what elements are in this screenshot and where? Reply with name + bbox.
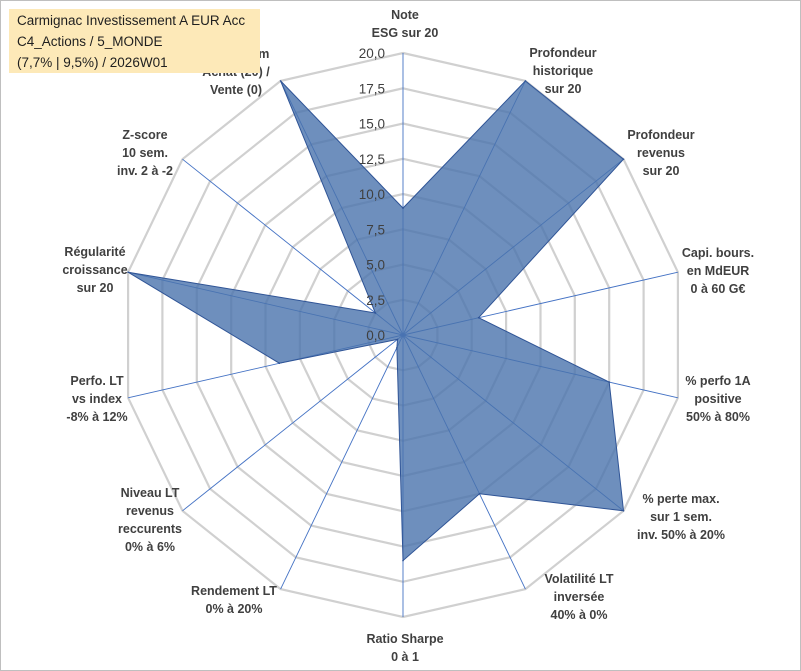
axis-label-6-line-0: Volatilité LT <box>545 572 614 586</box>
axis-label-8-line-0: Rendement LT <box>191 584 277 598</box>
data-point-2 <box>622 158 625 160</box>
axis-label-12-line-2: inv. 2 à -2 <box>117 164 173 178</box>
axis-label-1: Profondeur historique sur 20 <box>529 46 596 96</box>
axis-label-9-line-2: reccurents <box>118 522 182 536</box>
axis-label-6-line-2: 40% à 0% <box>551 608 608 622</box>
axis-label-5-line-2: inv. 50% à 20% <box>637 528 725 542</box>
chart-title-category: C4_Actions / 5_MONDE <box>17 34 163 49</box>
axis-label-9-line-0: Niveau LT <box>121 486 180 500</box>
axis-label-11-line-2: sur 20 <box>77 281 114 295</box>
chart-title-fund: Carmignac Investissement A EUR Acc <box>17 13 246 28</box>
axis-label-10-line-2: -8% à 12% <box>66 410 127 424</box>
axis-label-1-line-0: Profondeur <box>529 46 596 60</box>
axis-label-4-line-1: positive <box>694 392 741 406</box>
axis-label-5: % perte max. sur 1 sem. inv. 50% à 20% <box>637 492 725 542</box>
tick-label-6: 15,0 <box>359 117 385 132</box>
axis-label-3-line-1: en MdEUR <box>687 264 750 278</box>
axis-label-2: Profondeur revenus sur 20 <box>627 128 694 178</box>
data-point-13 <box>279 80 282 82</box>
tick-label-5: 12,5 <box>359 152 385 167</box>
axis-label-7: Ratio Sharpe 0 à 1 <box>366 632 443 664</box>
axis-label-7-line-1: 0 à 1 <box>391 650 419 664</box>
axis-label-3: Capi. bours. en MdEUR 0 à 60 G€ <box>682 246 754 296</box>
tick-label-0: 0,0 <box>366 328 385 343</box>
axis-label-11: Régularité croissance sur 20 <box>62 245 127 295</box>
axis-label-9-line-1: revenus <box>126 504 174 518</box>
data-point-12 <box>374 312 377 314</box>
axis-label-2-line-2: sur 20 <box>643 164 680 178</box>
data-point-0 <box>402 207 404 209</box>
data-point-9 <box>396 338 399 341</box>
tick-label-4: 10,0 <box>359 187 385 202</box>
axis-label-1-line-1: historique <box>533 64 593 78</box>
radial-tick-labels: 0,0 2,5 5,0 7,5 10,0 12,5 15,0 17,5 20,0 <box>359 46 385 343</box>
axis-label-8: Rendement LT 0% à 20% <box>191 584 277 616</box>
data-point-7 <box>402 559 404 562</box>
data-point-4 <box>608 381 610 383</box>
tick-label-8: 20,0 <box>359 46 385 61</box>
data-point-10 <box>278 362 281 365</box>
axis-label-10: Perfo. LT vs index -8% à 12% <box>66 374 127 424</box>
axis-label-5-line-1: sur 1 sem. <box>650 510 712 524</box>
spoke-8 <box>280 334 404 590</box>
radar-series <box>127 80 625 562</box>
axis-label-9-line-3: 0% à 6% <box>125 540 175 554</box>
axis-label-10-line-1: vs index <box>72 392 122 406</box>
data-point-3 <box>477 316 480 319</box>
axis-label-4: % perfo 1A positive 50% à 80% <box>685 374 750 424</box>
axis-label-7-line-0: Ratio Sharpe <box>366 632 443 646</box>
axis-label-8-line-1: 0% à 20% <box>206 602 263 616</box>
axis-label-12-line-0: Z-score <box>122 128 167 142</box>
axis-label-11-line-1: croissance <box>62 263 127 277</box>
data-point-6 <box>478 493 481 495</box>
spoke-12 <box>182 158 404 336</box>
axis-label-0-line-0: Note <box>391 8 419 22</box>
axis-label-5-line-0: % perte max. <box>642 492 719 506</box>
axis-label-12-line-1: 10 sem. <box>122 146 168 160</box>
axis-label-2-line-1: revenus <box>637 146 685 160</box>
data-point-8 <box>396 346 398 349</box>
axis-label-3-line-0: Capi. bours. <box>682 246 754 260</box>
axis-label-13-line-2: Vente (0) <box>210 83 262 97</box>
axis-label-4-line-2: 50% à 80% <box>686 410 750 424</box>
data-point-1 <box>524 80 527 82</box>
spoke-9 <box>182 334 404 512</box>
axis-label-11-line-0: Régularité <box>64 245 125 259</box>
axis-label-1-line-2: sur 20 <box>545 82 582 96</box>
axis-label-6-line-1: inversée <box>554 590 605 604</box>
axis-label-12: Z-score 10 sem. inv. 2 à -2 <box>117 128 173 178</box>
axis-label-9: Niveau LT revenus reccurents 0% à 6% <box>118 486 182 554</box>
tick-label-7: 17,5 <box>359 81 385 96</box>
data-point-11 <box>127 271 129 274</box>
tick-label-3: 7,5 <box>366 222 385 237</box>
chart-title-period: (7,7% | 9,5%) / 2026W01 <box>17 55 168 70</box>
axis-label-10-line-0: Perfo. LT <box>70 374 124 388</box>
axis-labels: Note ESG sur 20 Profondeur historique sur 20… <box>62 8 754 664</box>
axis-label-6: Volatilité LT inversée 40% à 0% <box>545 572 614 622</box>
tick-label-2: 5,0 <box>366 258 385 273</box>
chart-title-box: Carmignac Investissement A EUR Acc C4_Ac… <box>9 9 260 73</box>
axis-label-0: Note ESG sur 20 <box>372 8 439 40</box>
data-point-5 <box>622 510 625 512</box>
axis-label-0-line-1: ESG sur 20 <box>372 26 439 40</box>
axis-label-4-line-0: % perfo 1A <box>685 374 750 388</box>
tick-label-1: 2,5 <box>366 293 385 308</box>
axis-label-3-line-2: 0 à 60 G€ <box>691 282 746 296</box>
axis-label-2-line-0: Profondeur <box>627 128 694 142</box>
